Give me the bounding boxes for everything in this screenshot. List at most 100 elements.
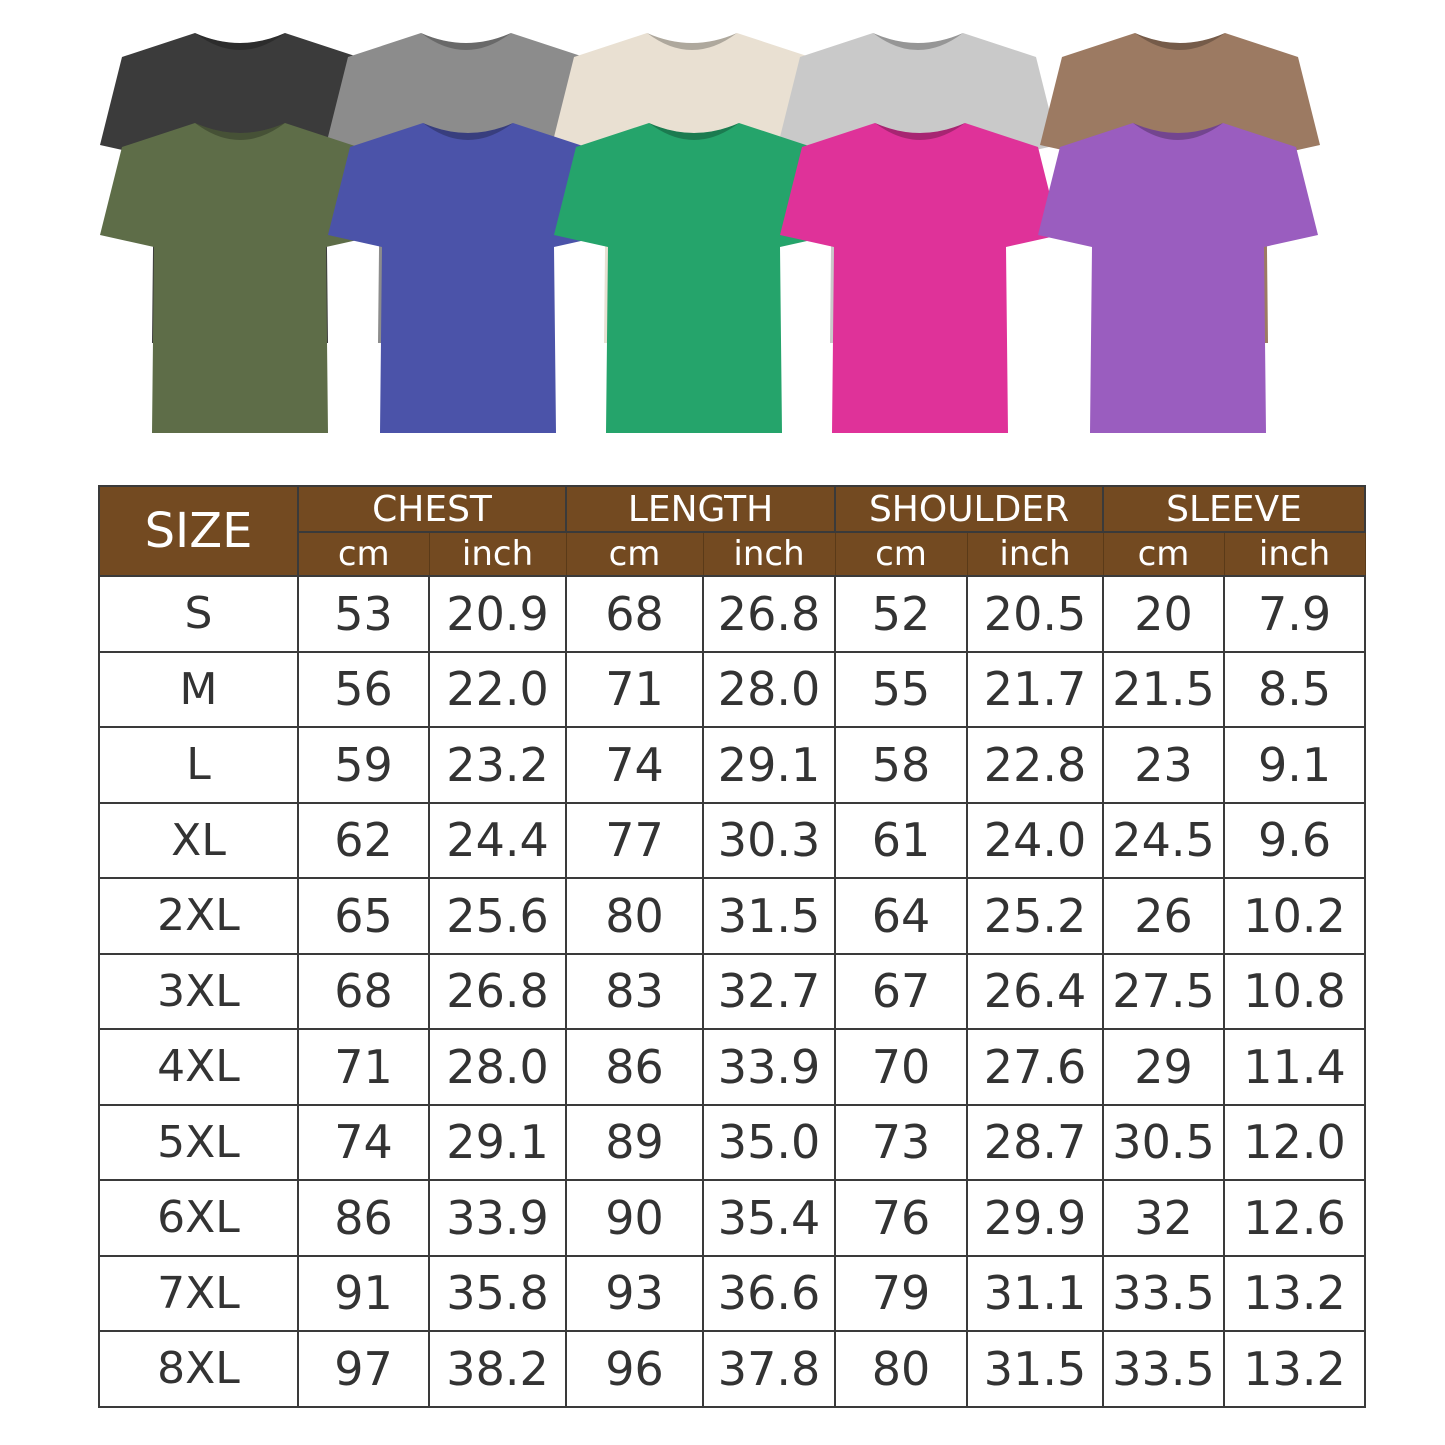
measurement-cell: 20.5 [966, 575, 1105, 653]
measurement-cell: 71 [297, 1028, 430, 1106]
chest-cm-header: cm [297, 532, 430, 577]
table-row: L 59 23.2 74 29.1 58 22.8 23 9.1 [98, 726, 1367, 804]
shirt-collar [423, 123, 513, 140]
table-row: 5XL 74 29.1 89 35.0 73 28.7 30.5 12.0 [98, 1103, 1367, 1181]
table-row: 8XL 97 38.2 96 37.8 80 31.5 33.5 13.2 [98, 1330, 1367, 1408]
measurement-cell: 37.8 [702, 1330, 837, 1408]
measurement-cell: 12.6 [1223, 1179, 1367, 1257]
measurement-cell: 55 [834, 650, 969, 728]
measurement-cell: 58 [834, 726, 969, 804]
size-cell: M [98, 650, 299, 728]
shirt-front-blue [328, 123, 608, 433]
size-cell: 4XL [98, 1028, 299, 1106]
measurement-cell: 22.0 [427, 650, 568, 728]
measurement-cell: 10.2 [1223, 877, 1367, 955]
measurement-cell: 33.5 [1102, 1254, 1226, 1332]
measurement-cell: 20 [1102, 575, 1226, 653]
shirt-front-purple [1038, 123, 1318, 433]
measurement-cell: 89 [565, 1103, 705, 1181]
shirt-front-green [554, 123, 834, 433]
shirt-collar [649, 123, 739, 140]
table-row: M 56 22.0 71 28.0 55 21.7 21.5 8.5 [98, 650, 1367, 728]
measurement-cell: 27.5 [1102, 952, 1226, 1030]
measurement-cell: 10.8 [1223, 952, 1367, 1030]
size-cell: XL [98, 801, 299, 879]
measurement-cell: 13.2 [1223, 1330, 1367, 1408]
measurement-cell: 31.5 [702, 877, 837, 955]
measurement-cell: 74 [565, 726, 705, 804]
length-header: LENGTH [565, 485, 837, 533]
length-inch-header: inch [702, 532, 836, 577]
size-cell: 3XL [98, 952, 299, 1030]
measurement-cell: 21.7 [966, 650, 1105, 728]
table-row: 7XL 91 35.8 93 36.6 79 31.1 33.5 13.2 [98, 1254, 1367, 1332]
shirt-body [328, 123, 608, 433]
measurement-cell: 24.0 [966, 801, 1105, 879]
measurement-cell: 29 [1102, 1028, 1226, 1106]
size-cell: 6XL [98, 1179, 299, 1257]
measurement-cell: 71 [565, 650, 705, 728]
measurement-cell: 23.2 [427, 726, 568, 804]
measurement-cell: 74 [297, 1103, 430, 1181]
measurement-cell: 80 [834, 1330, 969, 1408]
measurement-cell: 36.6 [702, 1254, 837, 1332]
measurement-cell: 52 [834, 575, 969, 653]
measurement-cell: 77 [565, 801, 705, 879]
measurement-cell: 28.7 [966, 1103, 1105, 1181]
shirt-collar [195, 123, 285, 140]
shirt-front-pink [780, 123, 1060, 433]
measurement-cell: 73 [834, 1103, 969, 1181]
measurement-cell: 21.5 [1102, 650, 1226, 728]
measurement-cell: 83 [565, 952, 705, 1030]
measurement-cell: 33.5 [1102, 1330, 1226, 1408]
measurement-cell: 12.0 [1223, 1103, 1367, 1181]
measurement-cell: 26.8 [427, 952, 568, 1030]
measurement-cell: 38.2 [427, 1330, 568, 1408]
size-cell: 7XL [98, 1254, 299, 1332]
size-header: SIZE [98, 485, 299, 577]
shirt-color-swatches [100, 33, 1320, 433]
chest-inch-header: inch [428, 532, 567, 577]
shirt-front-olive [100, 123, 380, 433]
measurement-cell: 32.7 [702, 952, 837, 1030]
measurement-cell: 11.4 [1223, 1028, 1367, 1106]
measurement-cell: 59 [297, 726, 430, 804]
measurement-cell: 65 [297, 877, 430, 955]
size-cell: L [98, 726, 299, 804]
measurement-cell: 23 [1102, 726, 1226, 804]
size-cell: S [98, 575, 299, 653]
measurement-cell: 56 [297, 650, 430, 728]
table-row: XL 62 24.4 77 30.3 61 24.0 24.5 9.6 [98, 801, 1367, 879]
shirt-body [554, 123, 834, 433]
measurement-cell: 67 [834, 952, 969, 1030]
table-row: 2XL 65 25.6 80 31.5 64 25.2 26 10.2 [98, 877, 1367, 955]
measurement-cell: 76 [834, 1179, 969, 1257]
measurement-cell: 30.5 [1102, 1103, 1226, 1181]
sleeve-cm-header: cm [1102, 532, 1225, 577]
measurement-cell: 86 [565, 1028, 705, 1106]
shoulder-inch-header: inch [966, 532, 1104, 577]
measurement-cell: 30.3 [702, 801, 837, 879]
measurement-cell: 13.2 [1223, 1254, 1367, 1332]
measurement-cell: 28.0 [427, 1028, 568, 1106]
measurement-cell: 31.1 [966, 1254, 1105, 1332]
measurement-cell: 29.1 [427, 1103, 568, 1181]
shoulder-cm-header: cm [834, 532, 968, 577]
measurement-cell: 33.9 [427, 1179, 568, 1257]
measurement-cell: 26.4 [966, 952, 1105, 1030]
shirt-body [100, 123, 380, 433]
measurement-cell: 35.0 [702, 1103, 837, 1181]
chest-header: CHEST [296, 485, 568, 533]
measurement-cell: 7.9 [1223, 575, 1367, 653]
sleeve-inch-header: inch [1223, 532, 1366, 577]
measurement-cell: 68 [565, 575, 705, 653]
measurement-cell: 90 [565, 1179, 705, 1257]
measurement-cell: 28.0 [702, 650, 837, 728]
shirt-collar [873, 33, 963, 50]
measurement-cell: 79 [834, 1254, 969, 1332]
shirt-body [780, 123, 1060, 433]
shirt-body [1038, 123, 1318, 433]
measurement-cell: 27.6 [966, 1028, 1105, 1106]
measurement-cell: 32 [1102, 1179, 1226, 1257]
measurement-cell: 93 [565, 1254, 705, 1332]
